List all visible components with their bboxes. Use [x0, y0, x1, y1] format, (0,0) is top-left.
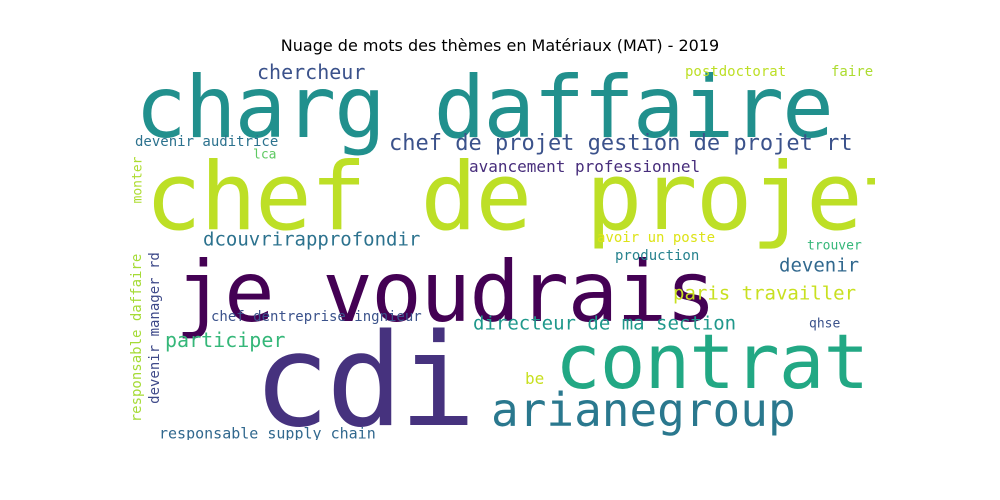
figure-title: Nuage de mots des thèmes en Matériaux (M… — [280, 36, 720, 55]
word-qhse: qhse — [809, 316, 841, 332]
word-chercheur: chercheur — [257, 60, 366, 84]
word-arianegroup: arianegroup — [491, 383, 796, 437]
word-production: production — [615, 248, 700, 264]
word-chef-de-projet-gestion: chef de projet gestion de projet rt — [389, 131, 853, 156]
word-chef-dentreprise-ingnieur: chef dentreprise ingnieur — [211, 309, 422, 325]
word-responsable-daffaire: responsable daffaire — [129, 253, 145, 423]
word-faire: faire — [831, 64, 874, 80]
word-participer: participer — [165, 328, 286, 352]
word-cdi: cdi — [253, 307, 476, 441]
word-responsable-supply-chain: responsable supply chain — [159, 424, 376, 440]
word-cloud: charg daffaire chef de projet je voudrai… — [125, 60, 875, 440]
word-directeur-de-ma-section: directeur de ma section — [473, 312, 737, 335]
word-dcouvrirapprofondir: dcouvrirapprofondir — [203, 228, 421, 251]
word-trouver: trouver — [807, 238, 862, 254]
word-paris-travailler: paris travailler — [673, 282, 857, 305]
word-monter: monter — [130, 156, 146, 204]
word-je-voudrais: je voudrais — [175, 243, 716, 341]
word-avancement-professionnel: avancement professionnel — [469, 157, 701, 176]
word-devenir-manager-rd: devenir manager rd — [147, 252, 163, 404]
word-chef-de-projet: chef de projet — [145, 143, 875, 252]
word-lca: lca — [253, 147, 277, 163]
word-postdoctorat: postdoctorat — [685, 64, 787, 80]
word-contrat: contrat — [555, 317, 869, 406]
word-charg-daffaire: charg daffaire — [135, 60, 834, 158]
word-be: be — [525, 369, 545, 388]
word-avoir-un-poste: avoir un poste — [597, 230, 716, 246]
word-devenir-auditrice: devenir auditrice — [135, 134, 279, 150]
word-devenir: devenir — [779, 254, 860, 277]
